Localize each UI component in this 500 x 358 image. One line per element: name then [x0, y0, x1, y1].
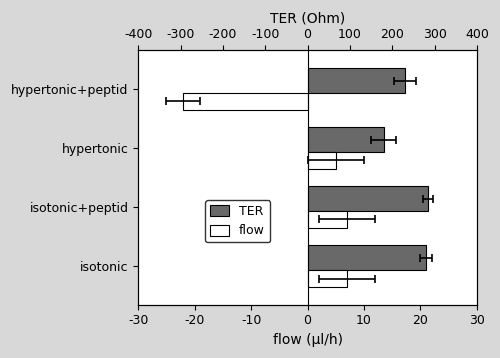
Bar [184, 93, 308, 110]
X-axis label: TER (Ohm): TER (Ohm) [270, 11, 345, 25]
X-axis label: flow (µl/h): flow (µl/h) [272, 333, 342, 347]
Bar [308, 187, 428, 211]
Bar [308, 246, 426, 270]
Bar [308, 152, 336, 169]
Bar [308, 270, 347, 287]
Bar [308, 127, 384, 152]
Bar [308, 68, 405, 93]
Legend: TER, flow: TER, flow [206, 200, 270, 242]
Bar [308, 211, 347, 228]
